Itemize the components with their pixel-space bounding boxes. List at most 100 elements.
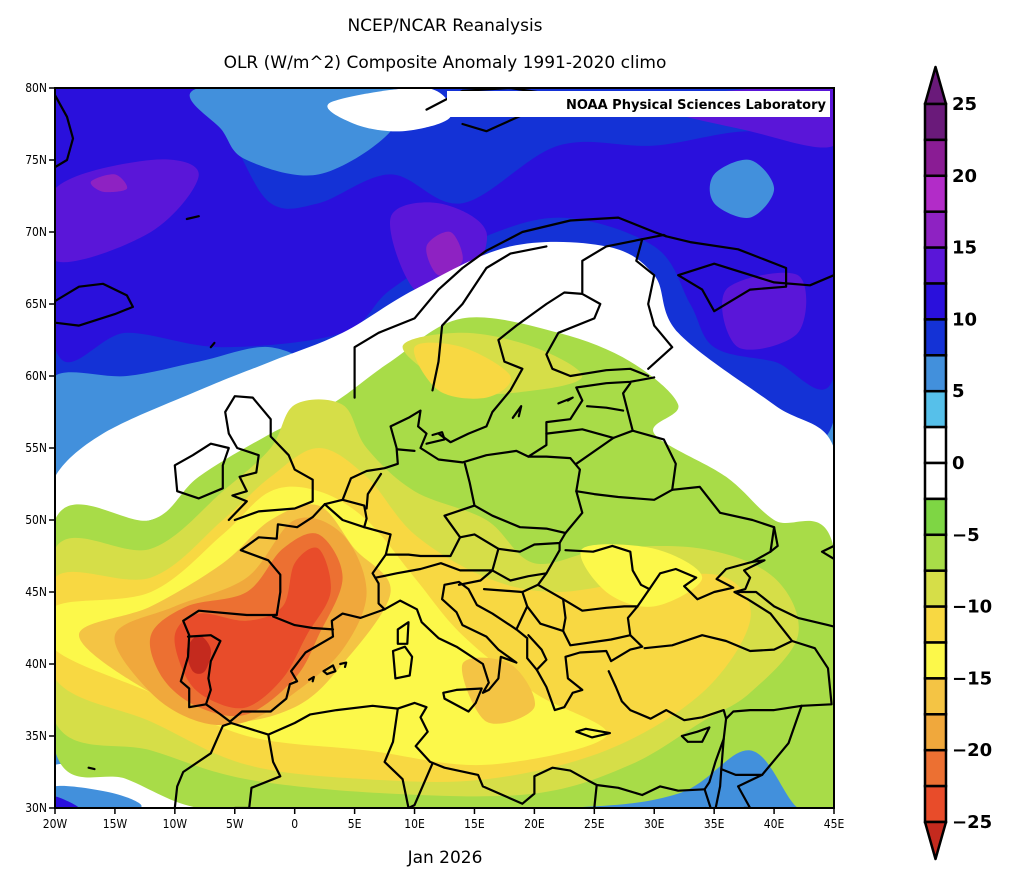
coastline-corsica [396, 621, 410, 645]
coastline-faroe [209, 341, 216, 349]
lon-tick-label: 15E [464, 817, 485, 831]
lon-tick-label: 35E [704, 817, 725, 831]
lon-tick-label: 0 [291, 817, 298, 831]
border-denmark-germany [396, 448, 416, 452]
border-russia-belarus [631, 429, 677, 491]
colorbar-box [923, 174, 948, 213]
lat-tick-label: 30N [25, 801, 47, 815]
lat-tick-label: 70N [25, 225, 47, 239]
lon-tick-label: 25E [584, 817, 605, 831]
country-borders [186, 233, 834, 808]
coastline-sardinia [391, 645, 414, 680]
coastline-iceland [55, 282, 134, 327]
coastline-balearic-menorca [339, 661, 348, 668]
coastline-madeira [87, 766, 96, 771]
contour-region [55, 785, 142, 808]
border-czech-slovakia-hungary [497, 531, 567, 553]
colorbar-box [923, 497, 948, 537]
coastline-iberia-med-coast [179, 559, 794, 723]
coastline-north-africa [173, 701, 706, 808]
contour-region [90, 174, 128, 193]
coastline-canary [85, 827, 101, 833]
colorbar-label: −25 [952, 812, 992, 833]
coastline-gotland [511, 405, 523, 419]
lat-tick-label: 65N [25, 297, 47, 311]
contour-fills [55, 88, 834, 808]
coastline-norway-sweden-border [431, 245, 548, 392]
colorbar-under-triangle [923, 820, 948, 861]
lon-tick-label: 10W [163, 817, 188, 831]
date-label: Jan 2026 [407, 848, 483, 868]
lat-tick-label: 40N [25, 657, 47, 671]
coastline-turkey-south [607, 670, 728, 791]
colorbar-label: 20 [952, 166, 977, 187]
coastline-ireland [173, 442, 230, 500]
coastline-finland-border [581, 238, 674, 370]
colorbar-box [923, 389, 948, 429]
border-belarus-ukraine [575, 485, 776, 563]
border-algeria-tunisia [383, 707, 410, 808]
lat-tick-label: 45N [25, 585, 47, 599]
contour-region [580, 544, 703, 607]
border-romania-ukraine [564, 544, 651, 591]
border-balkans-3 [521, 583, 540, 594]
colorbar-box [923, 354, 948, 393]
colorbar-label: −5 [952, 525, 980, 546]
credit-box: NOAA Physical Sciences Laboratory [447, 91, 830, 117]
border-norway-russia [641, 233, 668, 241]
lon-tick-label: 30E [644, 817, 665, 831]
longitude-axis: 20W 15W 10W 5W 0 5E 10E 15E 20E 25E 30E 35E 40E 45E [43, 808, 844, 831]
colorbar-box [923, 641, 948, 680]
coastline-sweden-coast [437, 291, 650, 444]
lat-tick-label: 75N [25, 153, 47, 167]
border-baltic-borders [575, 382, 634, 465]
colorbar-label: −15 [952, 668, 992, 689]
lat-tick-label: 60N [25, 369, 47, 383]
lat-tick-label: 80N [25, 81, 47, 95]
coastline-sicily [442, 687, 483, 713]
colorbar-box [923, 677, 948, 716]
border-balkans-4 [526, 605, 632, 647]
colorbar-over-triangle [923, 65, 948, 106]
border-balkans-6 [562, 598, 567, 632]
contour-region [174, 547, 331, 709]
border-latvia-estonia [586, 405, 625, 412]
contour-region [722, 272, 807, 350]
colorbar-box [923, 318, 948, 357]
colorbar-label: 10 [952, 309, 977, 330]
credit-background [447, 91, 830, 117]
border-egypt-sinai [703, 788, 712, 808]
contour-region [461, 657, 536, 724]
border-egypt-libya [593, 783, 598, 808]
border-benelux [341, 498, 368, 529]
border-spain-portugal [186, 634, 222, 706]
coastline-uk [224, 395, 314, 522]
contour-region [327, 88, 452, 132]
lon-tick-label: 15W [103, 817, 128, 831]
border-lithuania-latvia [545, 428, 615, 439]
colorbar-box [923, 748, 948, 788]
border-netherlands-germany [365, 472, 383, 510]
colorbar-label: −10 [952, 597, 992, 618]
colorbar-box [923, 425, 948, 465]
border-hungary-south [491, 541, 561, 582]
colorbar-box [923, 210, 948, 249]
title-line-2: OLR (W/m^2) Composite Anomaly 1991-2020 … [224, 53, 667, 73]
coastline-balearic-ibiza [308, 675, 315, 683]
lon-tick-label: 5E [348, 817, 362, 831]
border-russia-ukraine-south [769, 526, 779, 553]
map-area [55, 88, 834, 833]
lon-tick-label: 5W [226, 817, 244, 831]
credit-text: NOAA Physical Sciences Laboratory [566, 98, 827, 113]
title-line-1: NCEP/NCAR Reanalysis [347, 16, 542, 36]
coastline-continent [239, 376, 656, 617]
coastline-cyprus [680, 726, 711, 743]
lon-tick-label: 40E [764, 817, 785, 831]
border-syria-iraq [720, 704, 803, 776]
colorbar-label: 0 [952, 453, 965, 474]
colorbar-box [923, 569, 948, 608]
contour-region [55, 796, 79, 808]
colorbar-box [923, 102, 948, 142]
colorbar-box [923, 713, 948, 752]
